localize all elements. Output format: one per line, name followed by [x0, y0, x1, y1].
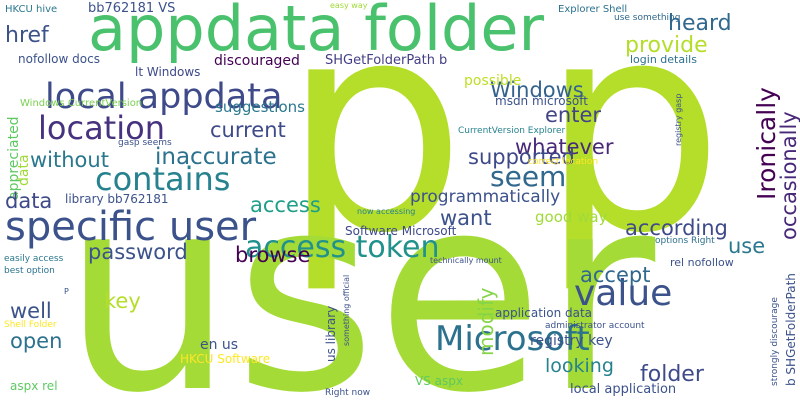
word: current — [210, 118, 286, 142]
word: good way — [535, 208, 608, 226]
word: use something — [614, 13, 680, 23]
word: data — [16, 154, 32, 186]
word: programmatically — [410, 187, 560, 207]
word: CurrentVersion Explorer — [458, 126, 566, 136]
word: Right now — [325, 388, 370, 398]
word: modify — [474, 287, 498, 356]
word: use — [728, 234, 765, 258]
word: correct location — [528, 157, 598, 167]
word: appreciated — [6, 116, 22, 200]
word: password — [88, 240, 188, 264]
word: seem — [490, 160, 566, 193]
word: occasionally — [777, 111, 800, 240]
word: b SHGetFolderPath — [784, 273, 798, 386]
word: msdn microsoft — [495, 94, 588, 108]
word: Ironically — [752, 87, 781, 200]
word: data — [5, 189, 52, 213]
word: browse — [235, 243, 310, 267]
word: VS aspx — [415, 374, 463, 388]
word: local appdata — [45, 77, 282, 117]
word: without — [30, 148, 109, 172]
word: lt Windows — [135, 65, 200, 79]
word: local application — [570, 382, 676, 397]
word: login details — [630, 53, 697, 66]
word: application data — [495, 306, 592, 320]
word: accept — [580, 263, 650, 287]
word: Windows CurrentVersion — [20, 98, 142, 109]
word: registry gasp — [674, 94, 683, 146]
word: looking — [545, 355, 614, 377]
word: whatever — [515, 135, 614, 159]
word: user — [62, 137, 658, 400]
word: location — [38, 109, 165, 147]
word: access token — [245, 230, 440, 265]
word: Explorer Shell — [558, 4, 627, 15]
word: registry key — [530, 333, 613, 349]
word: HKCU hive — [5, 4, 57, 15]
word: discouraged — [214, 53, 300, 69]
word: provide — [625, 33, 708, 58]
word: aspx rel — [10, 379, 58, 393]
word: strongly discourage — [770, 297, 780, 386]
word: P — [64, 287, 69, 296]
word: HKCU Software — [180, 352, 270, 366]
word: enter — [545, 103, 601, 127]
word: rel nofollow — [670, 256, 734, 269]
word: inaccurate — [155, 144, 277, 170]
word: value — [574, 273, 672, 314]
word: Windows — [490, 78, 584, 102]
word: something official — [342, 275, 351, 346]
word: nofollow docs — [18, 52, 100, 66]
word: appdata folder — [88, 0, 545, 65]
word: according — [625, 216, 728, 240]
word: Shell Folder — [4, 320, 57, 330]
word: well — [10, 299, 52, 323]
word: us library — [324, 306, 338, 362]
word: bb762181 VS — [88, 1, 175, 16]
word: administrator account — [545, 321, 645, 331]
word: easily access — [4, 254, 64, 264]
word: SHGetFolderPath b — [325, 53, 447, 68]
word: possible — [464, 73, 521, 89]
word: suggestions — [215, 98, 305, 116]
word: open — [10, 329, 62, 353]
word: technically mount — [430, 256, 502, 265]
word: p — [540, 0, 724, 297]
word: gasp seems — [118, 138, 172, 148]
word: Microsoft — [435, 319, 590, 359]
word: easy way — [330, 1, 368, 10]
word: folder — [640, 362, 705, 387]
word: contains — [95, 160, 230, 198]
word: key — [104, 289, 141, 313]
word: Software Microsoft — [345, 224, 457, 238]
word: now accessing — [357, 207, 415, 216]
word: options Right — [655, 236, 715, 246]
word: best option — [4, 266, 55, 276]
word: access — [250, 193, 321, 217]
word: specific user — [5, 204, 257, 250]
word: href — [5, 23, 50, 48]
word: heard — [668, 11, 732, 36]
word: p — [282, 0, 466, 297]
word: want — [440, 206, 492, 230]
word: library bb762181 — [65, 192, 168, 206]
word: supported — [468, 145, 575, 169]
word: en us — [200, 337, 238, 353]
